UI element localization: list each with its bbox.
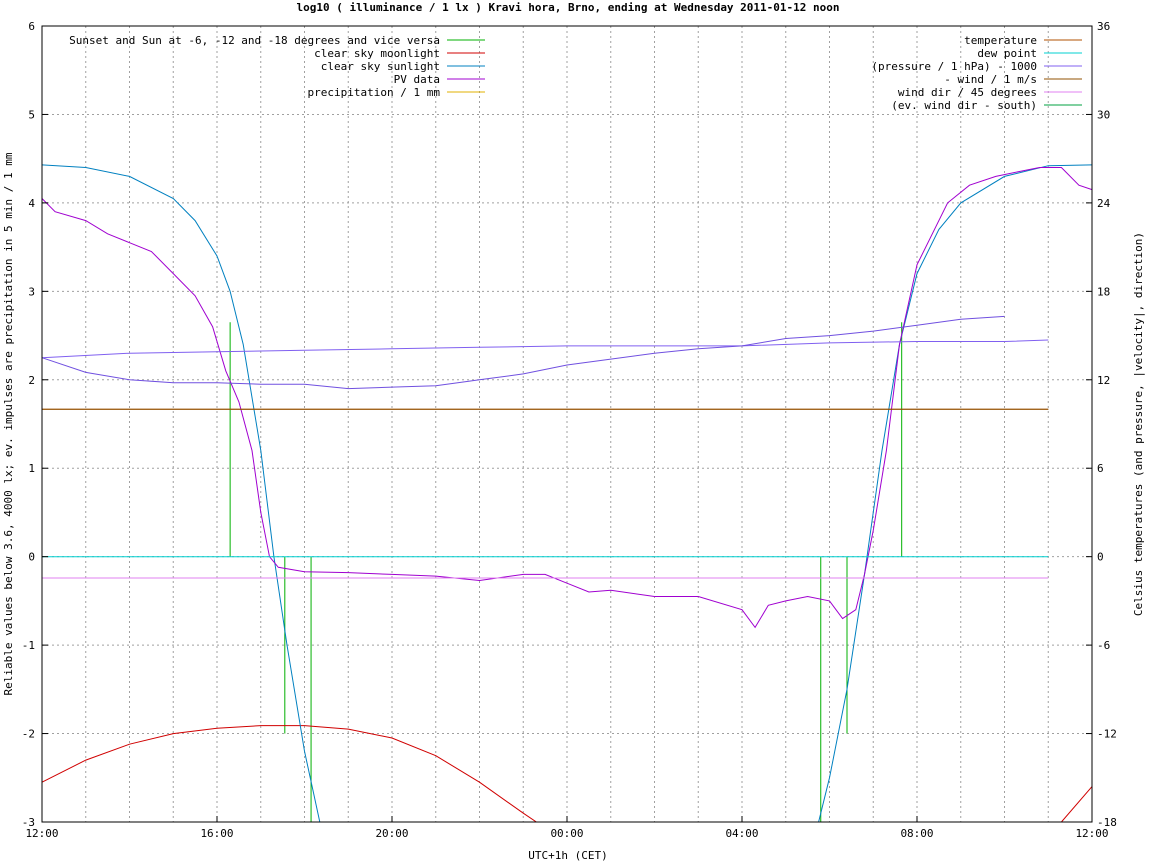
legend-label: clear sky sunlight — [321, 60, 440, 73]
x-tick-label: 12:00 — [25, 827, 58, 840]
y-tick-label: 6 — [28, 20, 35, 33]
series-line — [41, 315, 1005, 390]
y-tick-label: 3 — [28, 285, 35, 298]
series-line — [41, 164, 1093, 823]
legend-label: clear sky moonlight — [314, 47, 440, 60]
y-tick-label: 2 — [28, 374, 35, 387]
y-tick-label: 0 — [28, 551, 35, 564]
y2-tick-label: -6 — [1097, 639, 1110, 652]
y2-axis-label: Celsius temperatures (and pressure, |vel… — [1132, 232, 1145, 616]
legend-label: - wind / 1 m/s — [944, 73, 1037, 86]
y-tick-label: 1 — [28, 462, 35, 475]
legend-label: Sunset and Sun at -6, -12 and -18 degree… — [69, 34, 440, 47]
y2-tick-label: 36 — [1097, 20, 1110, 33]
y-tick-label: 4 — [28, 197, 35, 210]
y-tick-label: -3 — [22, 816, 35, 829]
y-tick-label: 5 — [28, 108, 35, 121]
y2-tick-label: 6 — [1097, 462, 1104, 475]
grid — [42, 26, 1092, 822]
y2-tick-label: 18 — [1097, 285, 1110, 298]
y2-tick-label: 30 — [1097, 108, 1110, 121]
chart-title: log10 ( illuminance / 1 lx ) Kravi hora,… — [296, 1, 839, 14]
legend-label: dew point — [977, 47, 1037, 60]
legend-label: temperature — [964, 34, 1037, 47]
y-axis-label: Reliable values below 3.6, 4000 lx; ev. … — [2, 152, 15, 695]
series-line — [41, 725, 1093, 823]
legend-label: PV data — [394, 73, 440, 86]
series-line — [41, 167, 1093, 629]
y2-tick-label: 12 — [1097, 374, 1110, 387]
axes: 12:00 16:00 20:00 00:00 04:00 08:00 12:00-3-2-… — [22, 20, 1117, 840]
y2-tick-label: 24 — [1097, 197, 1111, 210]
y-tick-label: -2 — [22, 728, 35, 741]
x-axis-label: UTC+1h (CET) — [528, 849, 607, 862]
y-tick-label: -1 — [22, 639, 35, 652]
legend: Sunset and Sun at -6, -12 and -18 degree… — [69, 34, 1082, 112]
x-tick-label: 08:00 — [900, 827, 933, 840]
y2-tick-label: -18 — [1097, 816, 1117, 829]
legend-label: precipitation / 1 mm — [308, 86, 441, 99]
y2-tick-label: -12 — [1097, 728, 1117, 741]
x-tick-label: 04:00 — [725, 827, 758, 840]
legend-label: (pressure / 1 hPa) - 1000 — [871, 60, 1037, 73]
series-line — [41, 339, 1049, 359]
series-group — [41, 164, 1093, 823]
legend-label: (ev. wind dir - south) — [891, 99, 1037, 112]
y2-tick-label: 0 — [1097, 551, 1104, 564]
x-tick-label: 00:00 — [550, 827, 583, 840]
x-tick-label: 20:00 — [375, 827, 408, 840]
x-tick-label: 12:00 — [1075, 827, 1108, 840]
x-tick-label: 16:00 — [200, 827, 233, 840]
legend-label: wind dir / 45 degrees — [898, 86, 1037, 99]
